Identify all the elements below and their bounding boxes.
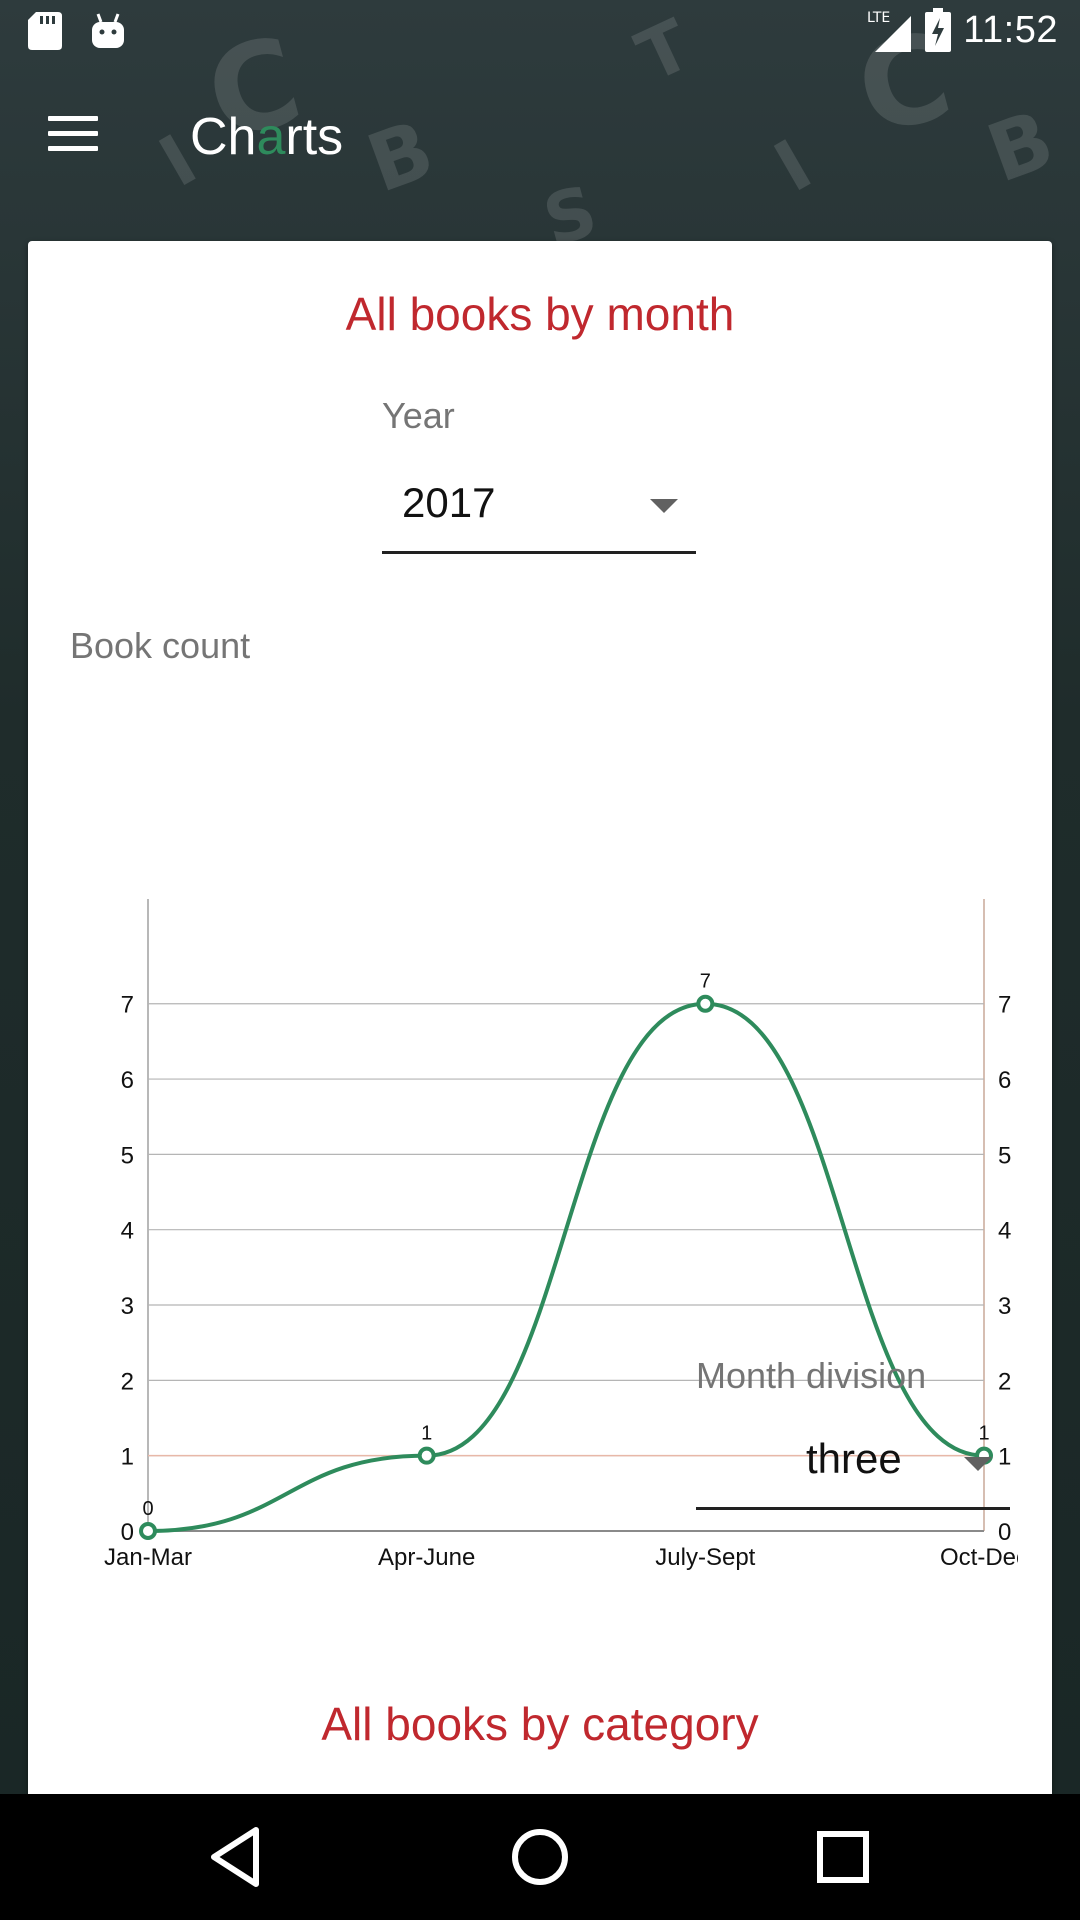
data-value-label: 1 <box>421 1423 432 1445</box>
title-accent-letter: a <box>256 108 286 166</box>
y-tick-label-right: 1 <box>998 1444 1011 1471</box>
data-value-label: 1 <box>978 1423 989 1445</box>
navigation-bar <box>0 1794 1080 1920</box>
recents-icon[interactable] <box>808 1822 878 1892</box>
battery-charging-icon <box>925 8 952 52</box>
lte-signal-icon: LTE <box>867 10 912 52</box>
sd-card-icon <box>28 12 62 50</box>
status-clock: 11:52 <box>963 8 1058 51</box>
y-tick-label-left: 1 <box>121 1444 134 1471</box>
dropdown-arrow-icon <box>964 1457 992 1471</box>
toolbar: Charts <box>0 63 1080 210</box>
y-tick-label-right: 0 <box>998 1519 1011 1546</box>
dropdown-arrow-icon <box>650 499 678 513</box>
home-icon[interactable] <box>505 1822 575 1892</box>
charts-card: All books by month Year 2017 Book count … <box>28 241 1052 1801</box>
back-icon[interactable] <box>200 1822 270 1892</box>
y-tick-label-right: 6 <box>998 1067 1011 1094</box>
title-part-2: rts <box>285 108 344 166</box>
data-point <box>139 1522 157 1540</box>
page-title: Charts <box>190 107 343 167</box>
data-point <box>696 994 715 1013</box>
android-icon <box>92 13 124 48</box>
month-division-value: three <box>806 1435 902 1482</box>
y-tick-label-left: 2 <box>121 1368 134 1395</box>
y-tick-label-left: 4 <box>121 1218 134 1245</box>
year-label: Year <box>382 395 455 436</box>
y-tick-label-right: 4 <box>998 1218 1011 1245</box>
status-bar: LTE 11:52 <box>0 0 1080 63</box>
y-tick-label-right: 5 <box>998 1142 1011 1169</box>
month-division-dropdown[interactable]: three <box>696 1421 1010 1510</box>
data-value-label: 7 <box>700 971 711 993</box>
hamburger-menu-icon[interactable] <box>32 103 114 163</box>
x-tick-label: Oct-Dec <box>940 1544 1018 1571</box>
data-point <box>417 1446 436 1465</box>
network-type: LTE <box>867 10 890 26</box>
y-axis-title: Book count <box>70 625 251 666</box>
y-tick-label-right: 3 <box>998 1293 1011 1320</box>
y-tick-label-right: 2 <box>998 1368 1011 1395</box>
x-tick-label: Apr-June <box>378 1544 475 1571</box>
x-tick-label: July-Sept <box>655 1544 755 1571</box>
x-tick-label: Jan-Mar <box>104 1544 192 1571</box>
y-tick-label-left: 5 <box>121 1142 134 1169</box>
y-tick-label-left: 7 <box>121 992 134 1019</box>
month-chart-title: All books by month <box>345 288 735 340</box>
year-value: 2017 <box>402 479 496 526</box>
y-tick-label-right: 7 <box>998 992 1011 1019</box>
series-line <box>147 1001 985 1533</box>
y-tick-label-left: 0 <box>121 1519 134 1546</box>
category-chart-title: All books by category <box>321 1698 759 1750</box>
data-value-label: 0 <box>142 1498 153 1520</box>
month-division-label: Month division <box>696 1355 927 1396</box>
year-dropdown[interactable]: 2017 <box>382 465 696 554</box>
y-tick-label-left: 3 <box>121 1293 134 1320</box>
title-part-1: Ch <box>190 108 257 166</box>
y-tick-label-left: 6 <box>121 1067 134 1094</box>
